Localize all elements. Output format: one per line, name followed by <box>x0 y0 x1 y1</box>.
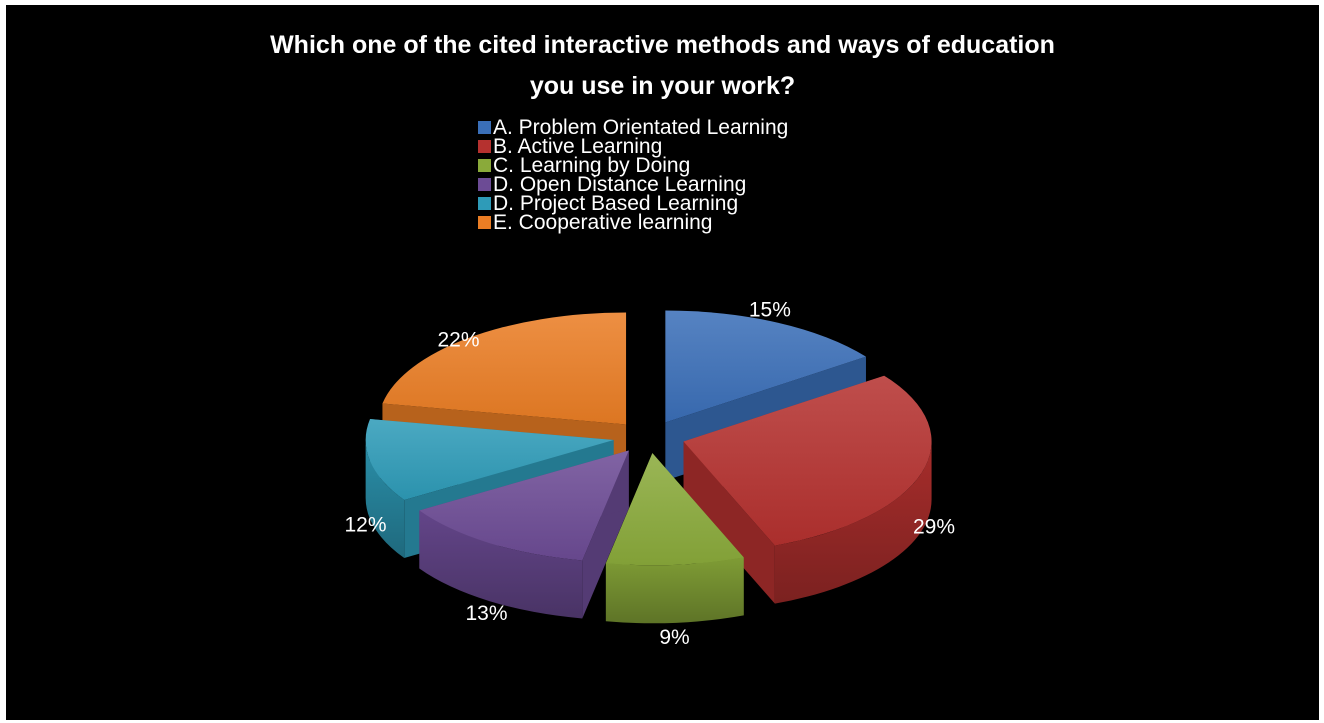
legend-label: E. Cooperative learning <box>493 211 713 234</box>
legend-label: C. Learning by Doing <box>493 154 691 177</box>
chart-title-line-1: Which one of the cited interactive metho… <box>270 31 1055 59</box>
slice-top <box>683 375 932 546</box>
slice-rim <box>774 441 932 604</box>
legend-label: D. Project Based Learning <box>493 192 739 215</box>
legend-swatch <box>478 216 491 229</box>
chart-title-line-2: you use in your work? <box>529 72 796 100</box>
slice-value-label: 22% <box>437 329 479 352</box>
slice-rim <box>605 557 744 624</box>
legend-item: B. Active Learning <box>478 135 788 158</box>
slice-top <box>419 450 629 561</box>
pie-chart-svg: 15% 29% 9% 13% 12% 22% <box>344 299 955 649</box>
chart-area: Which one of the cited interactive metho… <box>6 5 1319 720</box>
legend-item: D. Project Based Learning <box>478 192 788 215</box>
slice-value-label: 29% <box>913 515 955 538</box>
legend-label: A. Problem Orientated Learning <box>493 118 789 139</box>
slice-top <box>365 419 614 501</box>
slice-rim <box>365 440 405 559</box>
chart-legend: A. Problem Orientated Learning B. Active… <box>478 118 788 256</box>
legend-swatch <box>478 140 491 153</box>
slice-top <box>665 310 866 423</box>
legend-label: D. Open Distance Learning <box>493 173 747 196</box>
slice-rim <box>419 510 583 619</box>
pie-slice <box>683 375 932 604</box>
slice-value-label: 9% <box>659 626 689 649</box>
legend-swatch <box>478 121 491 134</box>
slice-value-label: 13% <box>465 602 507 625</box>
legend-label: B. Active Learning <box>493 135 663 158</box>
slice-side-wall <box>683 441 775 604</box>
slice-top <box>382 312 627 425</box>
legend-swatch <box>478 178 491 191</box>
legend-item: D. Open Distance Learning <box>478 173 788 196</box>
slice-value-label: 12% <box>344 513 386 536</box>
legend-item: E. Cooperative learning <box>478 211 788 234</box>
legend-swatch <box>478 159 491 172</box>
pie-slice <box>605 453 744 624</box>
pie-slice <box>419 450 629 619</box>
legend-item: C. Learning by Doing <box>478 154 788 177</box>
legend-item: A. Problem Orientated Learning <box>478 118 789 139</box>
slice-top <box>605 453 744 566</box>
slice-value-label: 15% <box>749 299 791 322</box>
legend-swatch <box>478 197 491 210</box>
